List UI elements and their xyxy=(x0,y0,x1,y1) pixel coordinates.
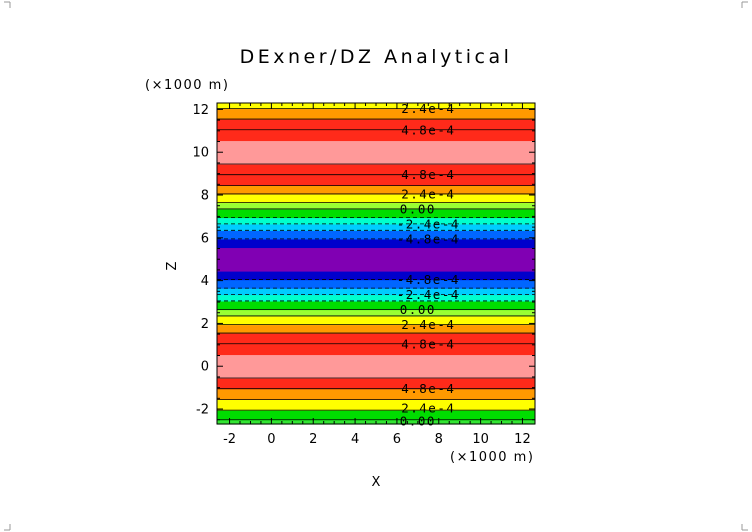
color-band-22 xyxy=(217,202,535,210)
color-band-9 xyxy=(217,315,535,326)
color-band-12 xyxy=(217,294,535,302)
x-tick-label: -2 xyxy=(223,432,236,447)
color-band-15 xyxy=(217,270,535,281)
contour-label-14: 0.00 xyxy=(400,413,436,428)
axis-ticks xyxy=(217,103,535,424)
color-band-16 xyxy=(217,247,535,272)
x-tick-label: 4 xyxy=(351,432,359,447)
color-band-25 xyxy=(217,174,535,186)
x-tick-label: 0 xyxy=(267,432,275,447)
y-tick-label: -2 xyxy=(196,403,209,418)
color-band-20 xyxy=(217,217,535,225)
contour-label-4: 0.00 xyxy=(400,201,436,216)
y-tick-label: 0 xyxy=(201,360,209,375)
x-tick-labels: -2 0 2 4 6 8 10 12 xyxy=(223,432,531,447)
contour-labels: 2.4e-44.8e-44.8e-42.4e-40.00-2.4e-4-4.8e… xyxy=(397,101,460,428)
color-band-4 xyxy=(217,377,535,390)
contour-label-7: -4.8e-4 xyxy=(397,272,460,287)
contour-label-8: -2.4e-4 xyxy=(397,287,460,302)
contour-label-0: 2.4e-4 xyxy=(401,101,455,116)
color-band-17 xyxy=(217,238,535,249)
color-band-1 xyxy=(217,410,535,421)
y-tick-label: 6 xyxy=(201,231,209,246)
color-band-13 xyxy=(217,288,535,296)
color-band-26 xyxy=(217,163,535,176)
plot-area: 2.4e-44.8e-44.8e-42.4e-40.00-2.4e-4-4.8e… xyxy=(216,101,536,428)
color-band-5 xyxy=(217,354,535,379)
color-band-2 xyxy=(217,399,535,411)
color-band-28 xyxy=(217,129,535,142)
contour-label-5: -2.4e-4 xyxy=(397,216,460,231)
color-band-6 xyxy=(217,343,535,356)
color-band-19 xyxy=(217,223,535,231)
color-band-14 xyxy=(217,279,535,289)
color-band-10 xyxy=(217,309,535,317)
color-band-24 xyxy=(217,185,535,195)
y-axis-label: Z xyxy=(165,261,180,270)
x-axis-label: X xyxy=(372,475,381,490)
x-axis-units: (×1000 m) xyxy=(450,450,534,465)
contour-label-13: 2.4e-4 xyxy=(401,400,455,415)
x-tick-label: 10 xyxy=(472,432,489,447)
x-tick-label: 12 xyxy=(514,432,531,447)
y-axis-units: (×1000 m) xyxy=(145,78,229,93)
contour-label-10: 2.4e-4 xyxy=(401,317,455,332)
color-band-18 xyxy=(217,230,535,240)
y-tick-label: 10 xyxy=(192,146,209,161)
color-band-29 xyxy=(217,119,535,131)
color-band-3 xyxy=(217,388,535,400)
color-band-23 xyxy=(217,193,535,204)
color-band-30 xyxy=(217,108,535,120)
color-band-11 xyxy=(217,300,535,311)
y-tick-label: 4 xyxy=(201,274,209,289)
y-tick-label: 8 xyxy=(201,189,209,204)
x-tick-label: 6 xyxy=(393,432,401,447)
contour-label-11: 4.8e-4 xyxy=(401,336,455,351)
y-tick-label: 2 xyxy=(201,317,209,332)
contour-label-3: 2.4e-4 xyxy=(401,186,455,201)
y-tick-label: 12 xyxy=(192,103,209,118)
color-band-7 xyxy=(217,333,535,345)
contour-label-2: 4.8e-4 xyxy=(401,167,455,182)
x-tick-label: 8 xyxy=(435,432,443,447)
color-band-21 xyxy=(217,208,535,219)
contour-label-6: -4.8e-4 xyxy=(397,231,460,246)
contour-label-9: 0.00 xyxy=(400,302,436,317)
x-tick-label: 2 xyxy=(309,432,317,447)
color-bands xyxy=(217,103,535,425)
color-band-8 xyxy=(217,324,535,334)
crop-marks xyxy=(4,1,748,531)
chart-title: DExner/DZ Analytical xyxy=(240,46,513,68)
contour-label-12: 4.8e-4 xyxy=(401,381,455,396)
color-band-27 xyxy=(217,140,535,165)
contour-lines xyxy=(217,107,535,421)
y-tick-labels: -2 0 2 4 6 8 10 12 xyxy=(192,103,209,418)
contour-label-1: 4.8e-4 xyxy=(401,122,455,137)
